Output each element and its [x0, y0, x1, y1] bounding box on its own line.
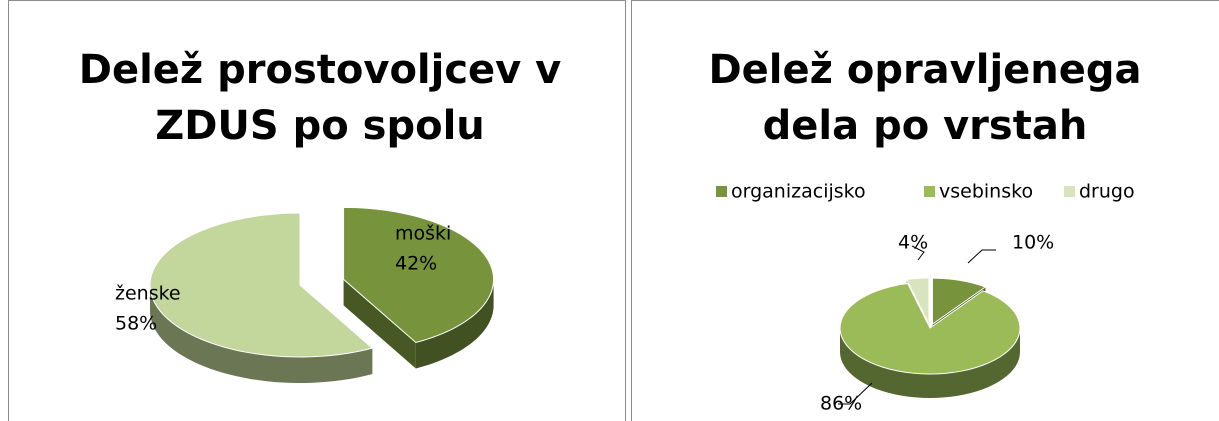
leader-line — [911, 245, 925, 261]
chart-panel — [631, 0, 1219, 421]
chart-title: Delež prostovoljcev v ZDUS po spolu — [78, 47, 562, 149]
data-label: 10% — [1012, 232, 1054, 254]
data-label-category: moški — [395, 223, 451, 245]
data-label-category: ženske — [115, 283, 181, 305]
slice-side — [150, 285, 373, 383]
chart-title: Delež opravljenega dela po vrstah — [708, 47, 1142, 149]
leader-line — [838, 382, 873, 405]
legend-swatch — [716, 186, 727, 197]
legend-swatch — [1064, 186, 1075, 197]
slice — [839, 282, 1021, 375]
slice — [931, 277, 987, 326]
legend-swatch — [924, 186, 935, 197]
slice — [905, 277, 930, 325]
legend-label: vsebinsko — [939, 181, 1033, 203]
data-label: 42% — [395, 253, 437, 275]
slice — [149, 212, 374, 358]
slice-side — [415, 279, 494, 369]
slice — [343, 206, 495, 344]
data-label: 4% — [898, 232, 928, 254]
legend-label: drugo — [1079, 181, 1135, 203]
chart-panel — [8, 0, 626, 421]
data-label: 86% — [820, 393, 862, 415]
slice-side — [840, 328, 1020, 398]
leader-line — [967, 249, 996, 264]
slice-wall — [343, 279, 416, 369]
legend-label: organizacijsko — [731, 181, 866, 203]
data-label: 58% — [115, 313, 157, 335]
